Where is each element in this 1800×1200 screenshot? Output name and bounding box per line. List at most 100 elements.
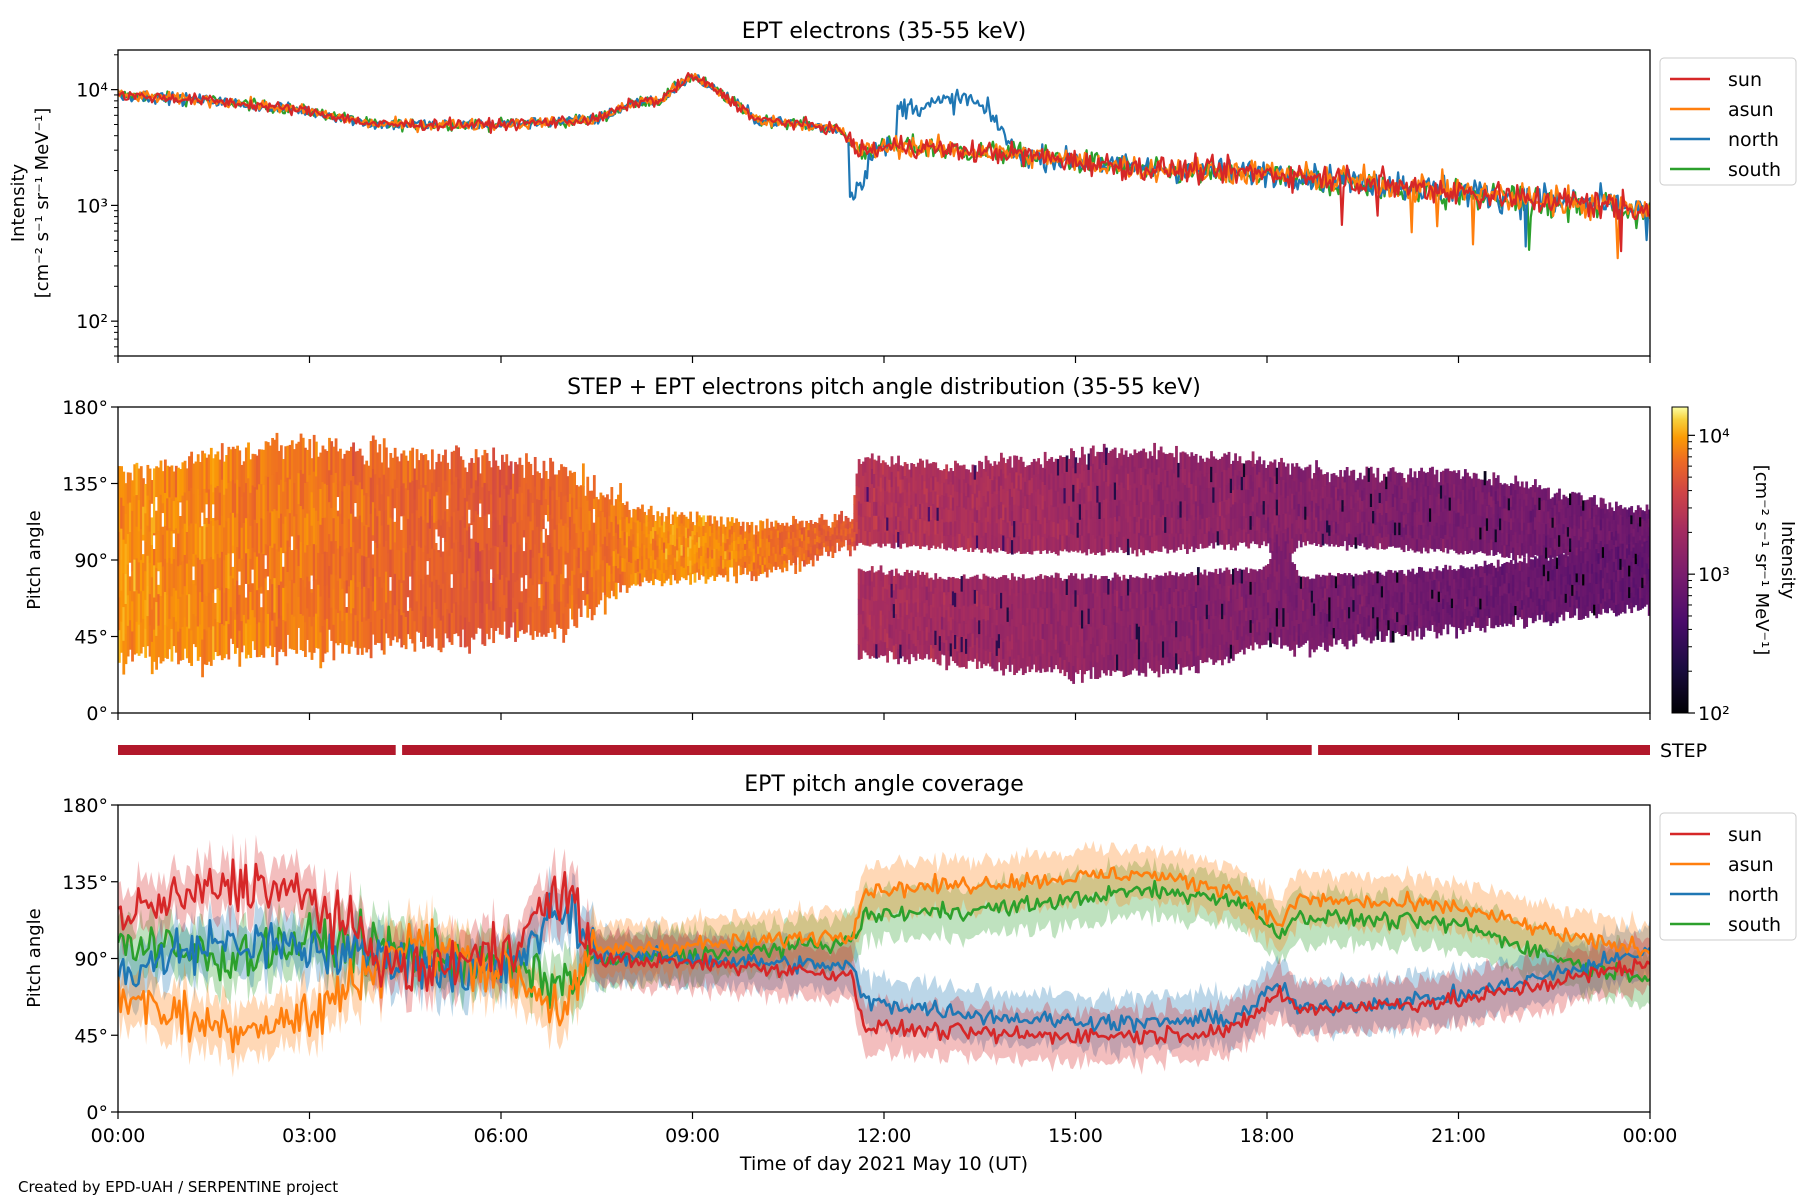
pad-cell [732,531,736,542]
pad-cell [879,580,883,596]
pad-cell [1172,656,1176,674]
pad-cell [805,528,808,536]
pad-cell [888,466,892,480]
pad-cell [715,557,719,568]
pad-cell [1369,533,1373,547]
pad-cell [1376,481,1380,496]
pad-cell [1124,517,1128,536]
pad-cell [1365,584,1369,597]
pad-cell [993,535,997,552]
pad-cell [564,494,568,524]
pad-cell [862,610,865,625]
pad-cell [916,584,920,599]
pad-cell [713,516,717,528]
pad-cell [1315,586,1318,600]
pad-cell [1061,503,1065,521]
pad-cell [1183,576,1187,592]
pad-cell [943,469,946,483]
pad-cell [1372,473,1375,487]
pad-cell [951,604,955,620]
pad-cell [916,625,920,640]
pad-cell [638,521,642,535]
pad-cell [148,624,152,657]
pad-cell [1354,573,1358,586]
pad-cell [984,590,988,606]
pad-cell [962,605,966,621]
pad-cell [553,583,557,612]
pad-cell [1251,481,1255,497]
pad-cell [166,626,169,659]
pad-cell [761,547,765,557]
pad-cell [1236,517,1240,532]
pad-cell [969,522,973,536]
pad-cell [606,494,609,512]
pad-cell [643,555,647,567]
pad-cell [743,543,747,550]
pad-cell [194,461,198,493]
pad-cell [954,606,957,621]
pad-cell [1347,487,1351,500]
pad-cell [1115,606,1119,623]
pad-cell [459,456,463,489]
pad-cell [415,509,419,541]
pad-cell [1179,452,1183,470]
pad-cell [781,539,784,549]
pad-cell [763,557,767,565]
pad-cell [1288,601,1292,619]
pad-cell [997,591,1001,607]
pad-cell [1015,487,1019,505]
pad-cell [367,618,371,650]
pad-cell [1214,615,1218,632]
pad-cell [1032,635,1036,651]
pad-cell [1030,653,1034,670]
pad-cell [923,588,927,604]
pad-cell [1299,507,1303,522]
pad-cell [1115,654,1119,671]
pad-cell [1094,521,1097,539]
pad-cell [1310,590,1314,603]
pad-cell [1032,489,1036,506]
pad-cell [1312,473,1316,486]
pad-cell [811,523,815,532]
pad-cell [1199,499,1202,515]
pad-cell [540,583,544,611]
pad-cell [1326,484,1329,497]
pad-cell [1065,640,1069,657]
pad-cell [1142,519,1146,538]
pad-cell [1142,466,1146,485]
intensity-plot-frame [117,49,1651,357]
pad-cell [1249,529,1253,544]
pad-cell [363,616,366,648]
pad-cell [936,649,940,665]
pad-cell [1271,612,1275,629]
pad-cell [279,547,283,582]
pad-cell [1212,587,1216,604]
pad-cell [623,571,627,586]
pad-cell [951,510,955,524]
pad-cell [1061,639,1065,655]
pad-cell [1166,536,1170,554]
pad-cell [597,516,601,535]
pad-cell [991,607,995,623]
pad-cell [809,526,813,534]
pad-cell [317,456,320,490]
pad-cell [614,565,618,583]
pad-cell [376,515,380,548]
pad-cell [282,555,285,588]
pad-cell [656,567,660,580]
pad-cell [1332,497,1336,511]
pad-cell [1111,577,1115,594]
pad-cell [1019,592,1023,609]
pad-cell [174,527,178,560]
pad-cell [1164,516,1167,533]
pad-cell [724,566,728,576]
pad-cell [240,620,244,653]
pad-cell [1367,481,1371,496]
pad-cell [938,483,942,497]
pad-cell [581,554,585,578]
pad-cell [286,540,290,573]
pad-cell [1321,630,1325,643]
pad-cell [334,608,338,644]
pad-cell [1256,607,1259,621]
pad-cell [1043,451,1047,469]
